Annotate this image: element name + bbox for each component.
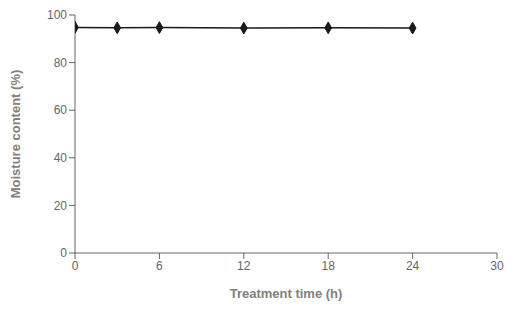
svg-text:80: 80: [54, 56, 68, 70]
svg-text:12: 12: [237, 259, 251, 273]
svg-text:40: 40: [54, 151, 68, 165]
svg-text:20: 20: [54, 199, 68, 213]
svg-text:100: 100: [47, 8, 67, 22]
svg-text:0: 0: [60, 246, 67, 260]
svg-text:0: 0: [72, 259, 79, 273]
svg-text:60: 60: [54, 103, 68, 117]
svg-text:Moisture content (%): Moisture content (%): [8, 70, 23, 199]
svg-text:18: 18: [322, 259, 336, 273]
svg-text:30: 30: [490, 259, 504, 273]
svg-text:24: 24: [406, 259, 420, 273]
svg-text:6: 6: [156, 259, 163, 273]
svg-text:Treatment time (h): Treatment time (h): [230, 286, 343, 301]
